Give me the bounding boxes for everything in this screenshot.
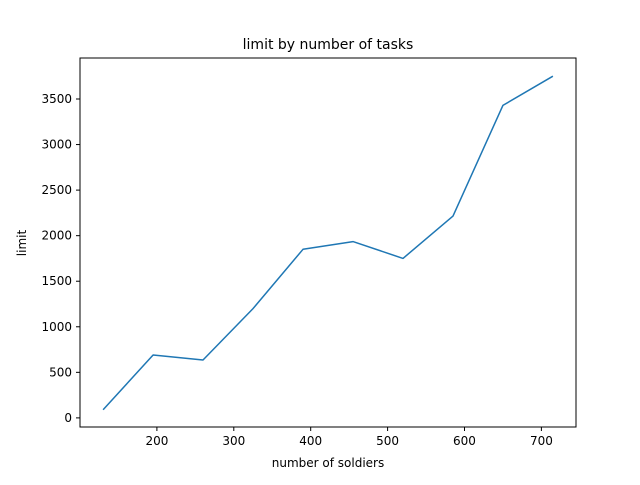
y-tick-label: 1500 — [41, 274, 72, 288]
y-tick-label: 0 — [64, 411, 72, 425]
x-axis-label: number of soldiers — [272, 456, 384, 470]
x-tick-label: 300 — [222, 434, 245, 448]
y-tick-label: 3000 — [41, 138, 72, 152]
y-tick-label: 1000 — [41, 320, 72, 334]
x-tick-label: 700 — [530, 434, 553, 448]
x-tick-label: 400 — [299, 434, 322, 448]
x-tick-label: 500 — [376, 434, 399, 448]
y-tick-label: 500 — [49, 365, 72, 379]
x-tick-label: 600 — [453, 434, 476, 448]
chart-title: limit by number of tasks — [243, 37, 414, 53]
y-tick-label: 3500 — [41, 92, 72, 106]
y-tick-label: 2500 — [41, 183, 72, 197]
y-axis-label: limit — [15, 230, 29, 257]
y-tick-label: 2000 — [41, 229, 72, 243]
x-tick-label: 200 — [145, 434, 168, 448]
